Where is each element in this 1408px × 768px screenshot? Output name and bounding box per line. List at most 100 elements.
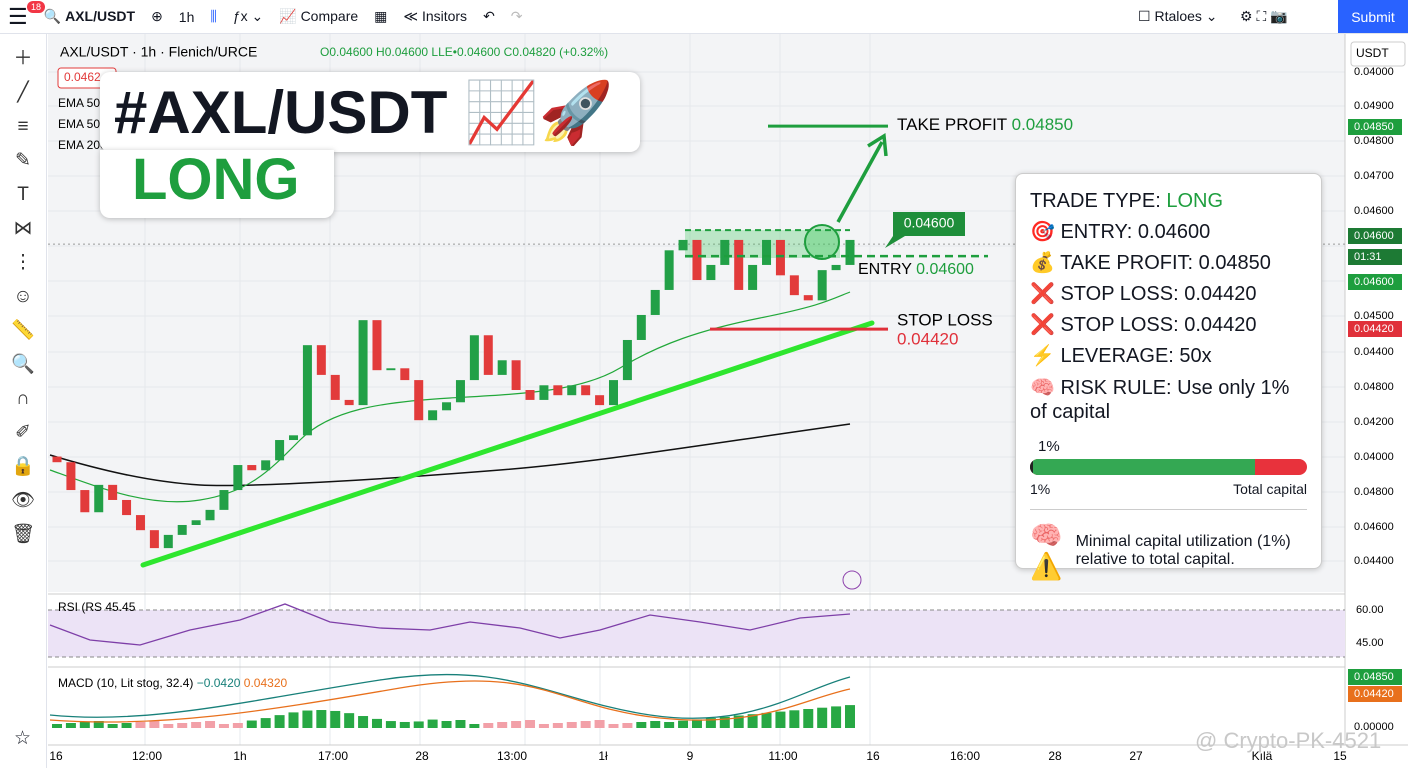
candle-body	[289, 435, 299, 441]
entry-value: 0.04600	[916, 261, 974, 278]
axis-tag	[1348, 249, 1402, 265]
time-label: 9	[687, 749, 694, 763]
ema-label: EMA 50	[58, 117, 100, 131]
layout[interactable]: ☐ Rtaloes ⌄	[1138, 8, 1218, 24]
candle-body	[497, 360, 507, 375]
time-label: 27	[1129, 749, 1143, 763]
candle-body	[455, 380, 465, 403]
templates[interactable]: ▦	[374, 8, 388, 24]
axis-tag	[1348, 228, 1402, 244]
macd-bar	[538, 724, 549, 728]
price-label: 0.04600	[1354, 205, 1394, 217]
macd-bar	[831, 706, 842, 728]
candle-body	[302, 345, 312, 436]
indicators-icon[interactable]: ƒx ⌄	[232, 8, 264, 24]
entry-box	[885, 212, 965, 248]
price-label: 0.04800	[1354, 486, 1394, 498]
macd-bar	[441, 721, 452, 728]
macd-tag-label: 0.04420	[1354, 688, 1394, 700]
candle-body	[539, 385, 549, 400]
add[interactable]: ⊕	[151, 8, 163, 24]
macd-bar	[149, 721, 160, 728]
rsi-label: RSI (RS 45.45	[58, 600, 136, 614]
bar-left: 1%	[1030, 481, 1051, 497]
macd-bar	[52, 724, 62, 728]
macd-bar	[302, 710, 313, 728]
candle-body	[775, 239, 785, 276]
star-icon[interactable]: ☆	[14, 728, 32, 749]
macd-bar	[121, 723, 132, 728]
candle-body	[483, 335, 493, 375]
macd-bar	[636, 722, 647, 728]
macd-tag	[1348, 669, 1402, 685]
time-label: 16	[49, 749, 63, 763]
macd-bar	[622, 723, 633, 728]
time-label: 16	[866, 749, 880, 763]
macd-bar	[803, 709, 814, 728]
macd-bar	[664, 722, 675, 728]
candle-body	[762, 239, 772, 265]
banner-title: #AXL/USDT 📈🚀	[114, 79, 614, 146]
candle-body	[149, 530, 159, 549]
candle-body	[636, 314, 646, 340]
candle-body	[52, 456, 62, 463]
price-label: 0.04900	[1354, 100, 1394, 112]
candle-body	[442, 402, 452, 411]
candle-body	[122, 499, 132, 516]
price-label: 0.04600	[1354, 521, 1394, 533]
compare[interactable]: 📈 Compare	[279, 8, 359, 24]
title-banner: #AXL/USDT 📈🚀	[100, 72, 640, 152]
interval[interactable]: 1h	[178, 8, 195, 25]
type-label: TRADE TYPE:	[1030, 190, 1161, 212]
chart-type[interactable]: ⫼	[210, 8, 217, 24]
note-text: Minimal capital utilization (1%) relativ…	[1075, 533, 1291, 568]
card-line: 💰 TAKE PROFIT: 0.04850	[1030, 252, 1271, 274]
symbol: AXL/USDT	[65, 8, 136, 24]
time-label: 17:00	[318, 749, 348, 763]
rsi-band	[48, 610, 1345, 657]
macd-bar	[358, 716, 369, 728]
candle-body	[692, 239, 702, 281]
macd-bar	[135, 722, 146, 728]
macd-bar	[205, 721, 216, 728]
card-line: ❌ STOP LOSS: 0.04420	[1030, 314, 1257, 336]
undo[interactable]: ↶	[483, 8, 495, 24]
time-label: 12:00	[132, 749, 162, 763]
macd-bar	[385, 721, 396, 728]
redo[interactable]: ↷	[510, 8, 523, 24]
candle-body	[108, 484, 118, 500]
candle-body	[261, 460, 271, 471]
settings[interactable]: ⚙ ⛶ 📷	[1240, 8, 1288, 24]
macd-bar	[566, 722, 577, 728]
macd-bar	[371, 718, 382, 728]
candle-body	[330, 374, 340, 400]
candle-body	[372, 320, 382, 371]
macd-bar	[413, 721, 424, 728]
legend-ohlc: O0.04600 H0.04600 LLE•0.04600 C0.04820 (…	[320, 45, 608, 59]
symbol-search[interactable]: 🔍 AXL/USDT	[43, 8, 136, 24]
candle-body	[664, 250, 674, 290]
tool-icons[interactable]: ＋ ╱ ≡ ✎ T ⋈ ⋮ ☺ 📏 🔍 ∩ ✐ 🔒 👁 🗑	[10, 48, 36, 545]
macd-v1: −0.0420	[197, 676, 241, 690]
side-banner: LONG	[100, 150, 334, 218]
axis-tag-label: 0.04600	[1354, 230, 1394, 242]
axis-tag-label: 0.04420	[1354, 323, 1394, 335]
macd-bar	[719, 716, 730, 728]
arrow	[836, 133, 888, 223]
submit-button[interactable]: Submit	[1338, 0, 1408, 33]
indicators[interactable]: ≪ Insitors	[403, 8, 468, 24]
menu[interactable]: ☰	[8, 3, 28, 29]
macd-bar	[232, 723, 243, 728]
macd-bar	[511, 721, 522, 728]
macd-bar	[288, 712, 299, 728]
candle-body	[511, 360, 521, 391]
time-label: 28	[415, 749, 429, 763]
time-label: 1ł	[598, 749, 608, 763]
candle-body	[678, 239, 688, 251]
candle-body	[275, 440, 285, 461]
ema-label: EMA 50	[58, 96, 100, 110]
rsi-line	[49, 603, 851, 646]
macd-bar	[469, 724, 480, 728]
axis-tag-label: 0.04850	[1354, 121, 1394, 133]
